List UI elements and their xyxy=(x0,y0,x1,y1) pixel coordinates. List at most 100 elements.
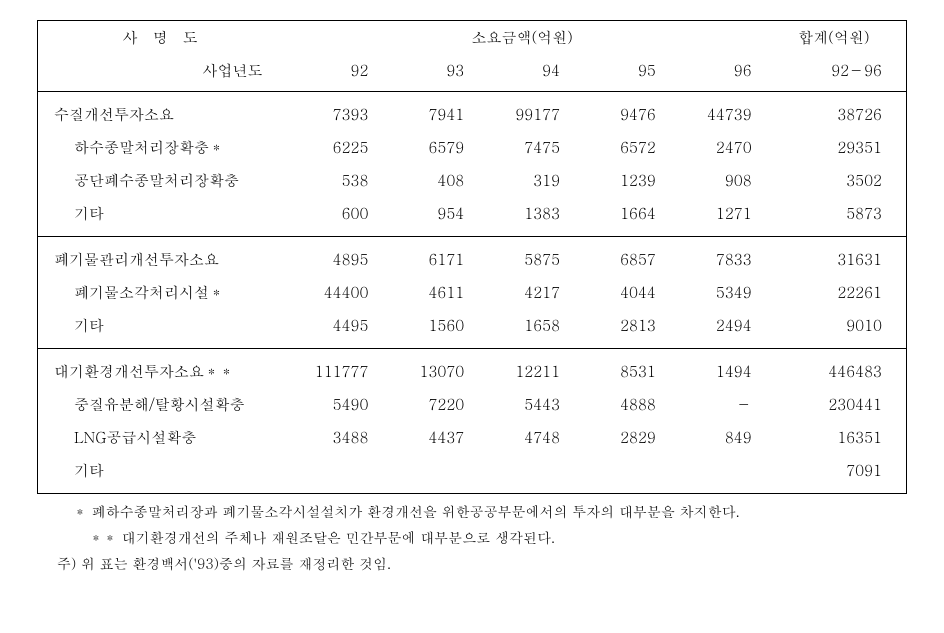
row-value xyxy=(378,454,474,494)
header-total-range: 92－96 xyxy=(762,54,907,92)
row-value: 6572 xyxy=(570,131,666,164)
table-body: 수질개선투자소요739379419917794764473938726하수종말처… xyxy=(38,92,907,494)
row-value: 1271 xyxy=(666,197,762,237)
row-value: 538 xyxy=(283,164,379,197)
table-header: 사 명 도 소요금액(억원) 합계(억원) 사업년도 92 93 94 95 9… xyxy=(38,21,907,92)
row-value: 7941 xyxy=(378,92,474,132)
table-row: 하수종말처리장확충＊6225657974756572247029351 xyxy=(38,131,907,164)
row-label: 기타 xyxy=(38,309,283,349)
row-label: 기타 xyxy=(38,197,283,237)
row-value: 8531 xyxy=(570,349,666,389)
row-value: － xyxy=(666,388,762,421)
row-label: 폐기물소각처리시설＊ xyxy=(38,276,283,309)
row-value: 6857 xyxy=(570,237,666,277)
row-value: 908 xyxy=(666,164,762,197)
row-label: 수질개선투자소요 xyxy=(38,92,283,132)
row-label: 중질유분해/탈황시설확충 xyxy=(38,388,283,421)
row-value: 5875 xyxy=(474,237,570,277)
row-total: 446483 xyxy=(762,349,907,389)
header-year-2: 94 xyxy=(474,54,570,92)
table-row: 중질유분해/탈황시설확충5490722054434888－230441 xyxy=(38,388,907,421)
row-value xyxy=(474,454,570,494)
investment-table: 사 명 도 소요금액(억원) 합계(억원) 사업년도 92 93 94 95 9… xyxy=(37,20,907,494)
row-value: 6225 xyxy=(283,131,379,164)
row-value: 4495 xyxy=(283,309,379,349)
table-row: 대기환경개선투자소요＊＊1117771307012211853114944464… xyxy=(38,349,907,389)
row-value: 1664 xyxy=(570,197,666,237)
header-year-4: 96 xyxy=(666,54,762,92)
header-label-title: 사 명 도 xyxy=(38,21,283,55)
header-amount-title: 소요금액(억원) xyxy=(283,21,762,55)
row-value: 6579 xyxy=(378,131,474,164)
footnote-1: ＊ 폐하수종말처리장과 폐기물소각시설설치가 환경개선을 위한공공부문에서의 투… xyxy=(57,500,907,524)
table-row: 공단폐수종말처리장확충53840831912399083502 xyxy=(38,164,907,197)
row-value: 2470 xyxy=(666,131,762,164)
row-total: 38726 xyxy=(762,92,907,132)
table-row: 기타449515601658281324949010 xyxy=(38,309,907,349)
row-value: 5349 xyxy=(666,276,762,309)
row-value: 111777 xyxy=(283,349,379,389)
table-row: 수질개선투자소요739379419917794764473938726 xyxy=(38,92,907,132)
row-value xyxy=(283,454,379,494)
row-value: 5490 xyxy=(283,388,379,421)
row-total: 7091 xyxy=(762,454,907,494)
row-label: 대기환경개선투자소요＊＊ xyxy=(38,349,283,389)
row-value: 954 xyxy=(378,197,474,237)
header-year-3: 95 xyxy=(570,54,666,92)
table-row: 폐기물소각처리시설＊44400461142174044534922261 xyxy=(38,276,907,309)
header-year-1: 93 xyxy=(378,54,474,92)
row-value: 1658 xyxy=(474,309,570,349)
row-value: 5443 xyxy=(474,388,570,421)
footnote-2: ＊＊ 대기환경개선의 주체나 재원조달은 민간부문에 대부분으로 생각된다. xyxy=(57,526,907,550)
row-label: 기타 xyxy=(38,454,283,494)
row-value: 7833 xyxy=(666,237,762,277)
row-value: 3488 xyxy=(283,421,379,454)
table-row: LNG공급시설확충348844374748282984916351 xyxy=(38,421,907,454)
row-value: 2813 xyxy=(570,309,666,349)
row-total: 230441 xyxy=(762,388,907,421)
row-value xyxy=(570,454,666,494)
row-value: 7220 xyxy=(378,388,474,421)
row-value: 7393 xyxy=(283,92,379,132)
row-value xyxy=(666,454,762,494)
row-value: 4437 xyxy=(378,421,474,454)
header-year-label: 사업년도 xyxy=(38,54,283,92)
row-value: 4748 xyxy=(474,421,570,454)
footnote-3: 주) 위 표는 환경백서('93)중의 자료를 재정리한 것임. xyxy=(57,552,907,576)
row-value: 1494 xyxy=(666,349,762,389)
row-value: 99177 xyxy=(474,92,570,132)
row-value: 2494 xyxy=(666,309,762,349)
row-label: 하수종말처리장확충＊ xyxy=(38,131,283,164)
row-label: LNG공급시설확충 xyxy=(38,421,283,454)
row-value: 12211 xyxy=(474,349,570,389)
row-total: 22261 xyxy=(762,276,907,309)
row-total: 5873 xyxy=(762,197,907,237)
row-total: 3502 xyxy=(762,164,907,197)
footnotes: ＊ 폐하수종말처리장과 폐기물소각시설설치가 환경개선을 위한공공부문에서의 투… xyxy=(37,500,907,575)
row-value: 4044 xyxy=(570,276,666,309)
header-total-title: 합계(억원) xyxy=(762,21,907,55)
row-value: 6171 xyxy=(378,237,474,277)
row-value: 9476 xyxy=(570,92,666,132)
row-value: 4217 xyxy=(474,276,570,309)
row-value: 600 xyxy=(283,197,379,237)
row-total: 29351 xyxy=(762,131,907,164)
table-row: 폐기물관리개선투자소요4895617158756857783331631 xyxy=(38,237,907,277)
row-value: 44400 xyxy=(283,276,379,309)
row-value: 4888 xyxy=(570,388,666,421)
row-value: 4895 xyxy=(283,237,379,277)
table-row: 기타6009541383166412715873 xyxy=(38,197,907,237)
row-value: 1560 xyxy=(378,309,474,349)
row-value: 7475 xyxy=(474,131,570,164)
row-value: 1383 xyxy=(474,197,570,237)
header-year-0: 92 xyxy=(283,54,379,92)
row-value: 408 xyxy=(378,164,474,197)
row-value: 13070 xyxy=(378,349,474,389)
row-label: 폐기물관리개선투자소요 xyxy=(38,237,283,277)
row-value: 2829 xyxy=(570,421,666,454)
row-value: 319 xyxy=(474,164,570,197)
row-label: 공단폐수종말처리장확충 xyxy=(38,164,283,197)
row-value: 44739 xyxy=(666,92,762,132)
table-row: 기타 7091 xyxy=(38,454,907,494)
row-total: 31631 xyxy=(762,237,907,277)
